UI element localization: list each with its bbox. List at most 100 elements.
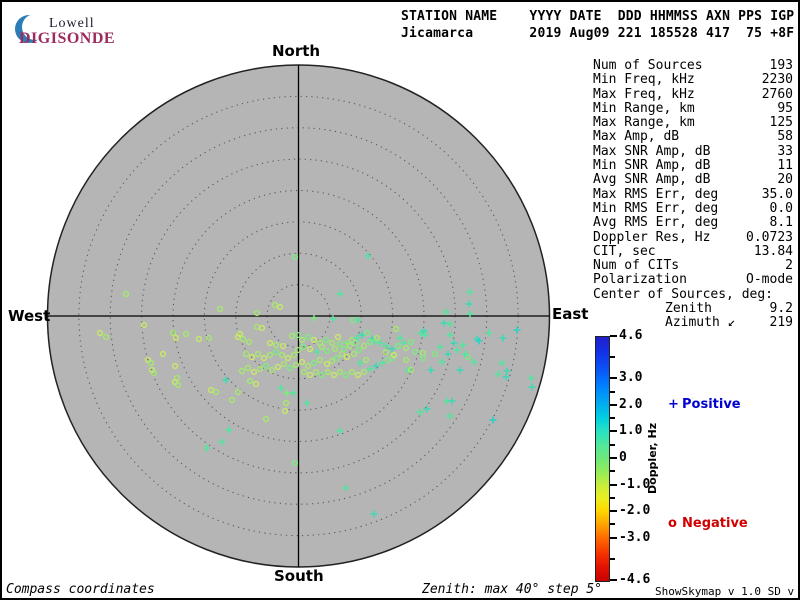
stat-value: 9.2: [769, 301, 793, 317]
source-point-negative: [363, 329, 371, 337]
source-point-negative: [276, 303, 284, 311]
source-point-negative: [334, 333, 342, 341]
source-point-positive: [466, 310, 474, 318]
source-point-negative: [282, 399, 290, 407]
source-point-negative: [250, 368, 258, 376]
colorbar-minor-tick: [610, 356, 615, 359]
source-point-positive: [416, 408, 424, 416]
source-point-positive: [356, 359, 364, 367]
stat-row: Max SNR Amp, dB 33: [593, 143, 793, 159]
source-point-positive: [303, 399, 311, 407]
footer-version-text: ShowSkymap v 1.0 SD v 4.2: [655, 585, 795, 598]
source-point-negative: [340, 345, 348, 353]
source-point-negative: [280, 360, 288, 368]
legend-positive-label: Positive: [682, 397, 741, 412]
source-point-negative: [298, 336, 306, 344]
source-point-negative: [331, 345, 339, 353]
source-point-negative: [278, 351, 286, 359]
stat-value: 20: [777, 172, 793, 188]
source-point-positive: [466, 288, 474, 296]
stat-value: 0.0: [769, 200, 793, 216]
source-point-negative: [274, 363, 282, 371]
colorbar-tick-label: -4.6: [619, 572, 651, 587]
source-point-negative: [323, 347, 331, 355]
source-point-positive: [527, 374, 535, 382]
source-point-negative: [147, 359, 155, 367]
stat-label: Min Freq, kHz: [593, 72, 695, 88]
source-point-positive: [277, 384, 285, 392]
source-point-negative: [252, 380, 260, 388]
source-point-positive: [427, 366, 435, 374]
source-point-negative: [242, 350, 250, 358]
source-point-positive: [378, 359, 386, 367]
source-point-positive: [364, 252, 372, 260]
colorbar-minor-tick: [610, 417, 615, 420]
skymap-plot: [46, 64, 551, 568]
source-point-negative: [212, 388, 220, 396]
source-point-negative: [360, 368, 368, 376]
source-point-negative: [281, 407, 289, 415]
stat-row: Max RMS Err, deg 35.0: [593, 187, 793, 202]
colorbar-major-tick: [610, 377, 617, 380]
stat-value: 193: [769, 58, 793, 73]
source-point-negative: [411, 348, 419, 356]
stat-label: CIT, sec: [593, 243, 656, 259]
legend-positive: + Positive: [668, 397, 741, 412]
source-point-positive: [382, 342, 390, 350]
source-point-negative: [292, 361, 300, 369]
source-point-negative: [354, 371, 362, 379]
logo-digisonde-text: DIGISONDE: [19, 30, 116, 47]
source-point-negative: [360, 342, 368, 350]
source-point-positive: [489, 416, 497, 424]
stat-label: Max SNR Amp, dB: [593, 143, 711, 159]
stat-row: Num of Sources 193: [593, 58, 793, 73]
compass-west-label: West: [8, 307, 51, 325]
source-point-negative: [300, 368, 308, 376]
source-point-negative: [272, 341, 280, 349]
colorbar-minor-tick: [610, 470, 615, 473]
source-point-negative: [306, 371, 314, 379]
stat-row: Min Freq, kHz 2230: [593, 72, 793, 88]
source-point-negative: [195, 335, 203, 343]
source-point-negative: [271, 301, 279, 309]
stat-label: Max Range, km: [593, 115, 695, 131]
source-point-negative: [338, 350, 346, 358]
source-point-negative: [248, 353, 256, 361]
source-point-negative: [350, 350, 358, 358]
colorbar-major-tick: [610, 579, 617, 581]
source-point-negative: [342, 371, 350, 379]
source-point-negative: [373, 334, 381, 342]
source-point-negative: [366, 338, 374, 346]
source-point-negative: [291, 459, 299, 467]
source-point-negative: [336, 340, 344, 348]
source-point-positive: [475, 337, 483, 345]
stat-row: Azimuth ↙ 219: [593, 316, 793, 331]
stat-value: 95: [777, 100, 793, 116]
source-point-negative: [316, 339, 324, 347]
source-point-negative: [310, 359, 318, 367]
source-point-negative: [392, 325, 400, 333]
source-point-negative: [228, 396, 236, 404]
source-point-negative: [343, 353, 351, 361]
source-point-negative: [294, 331, 302, 339]
source-point-negative: [245, 338, 253, 346]
source-point-positive: [388, 345, 396, 353]
source-point-negative: [207, 386, 215, 394]
source-point-negative: [407, 366, 415, 374]
stat-value: 11: [777, 158, 793, 174]
source-point-negative: [294, 346, 302, 354]
stat-row: Min RMS Err, deg 0.0: [593, 200, 793, 216]
source-point-negative: [304, 362, 312, 370]
source-point-negative: [290, 351, 298, 359]
source-point-negative: [322, 336, 330, 344]
colorbar-tick-label: -2.0: [619, 503, 651, 519]
colorbar-axis-label: Doppler, Hz: [646, 422, 659, 494]
stat-row: Num of CITs 2: [593, 258, 793, 273]
stat-row: Min Range, km 95: [593, 100, 793, 116]
stat-value: 33: [777, 143, 793, 159]
source-point-positive: [218, 438, 226, 446]
source-point-positive: [450, 339, 458, 347]
colorbar-tick-label: -1.0: [619, 476, 651, 492]
compass-east-label: East: [552, 305, 589, 323]
source-point-positive: [396, 334, 404, 342]
